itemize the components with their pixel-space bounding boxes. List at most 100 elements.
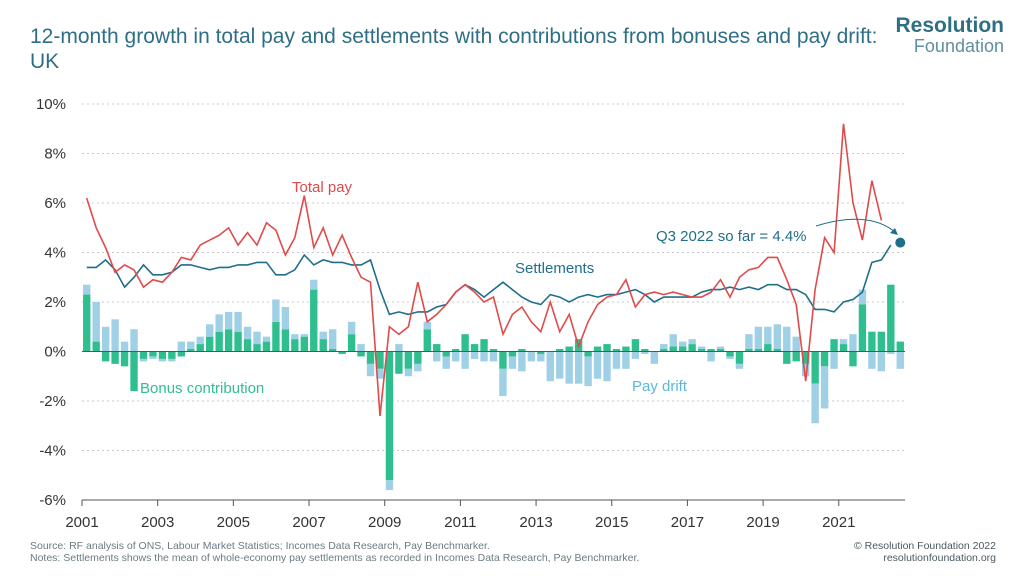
pay-drift-bar — [811, 383, 819, 424]
bonus-bar — [376, 351, 384, 369]
pay-drift-bar — [679, 341, 687, 347]
brand-name-line2: Foundation — [913, 36, 1004, 56]
bonus-bar — [764, 344, 772, 352]
pay-drift-bar — [783, 326, 791, 352]
bonus-bar — [896, 341, 904, 352]
bonus-bar — [669, 346, 677, 352]
x-axis: 2001 2003 2005 2007 2009 2011 2013 2015 2017 2019… — [65, 499, 905, 531]
pay-drift-bar — [868, 351, 876, 369]
pay-drift-bar — [111, 319, 119, 352]
pay-drift-bar — [603, 351, 611, 382]
pay-drift-bar — [385, 480, 394, 491]
bonus-bar — [442, 351, 450, 357]
pay-drift-bar — [896, 351, 904, 369]
y-tick-label: -4% — [39, 443, 66, 460]
bonus-bar — [300, 336, 308, 352]
pay-drift-bar — [92, 302, 100, 342]
x-tick-label: 2013 — [519, 514, 552, 531]
bonus-bar — [395, 351, 403, 374]
bonus-bar — [414, 351, 422, 364]
pay-drift-bar — [215, 314, 223, 332]
pay-drift-label: Pay drift — [632, 378, 688, 395]
footer-source: Source: RF analysis of ONS, Labour Marke… — [30, 540, 490, 552]
pay-drift-bar — [168, 358, 176, 362]
pay-drift-bar — [650, 351, 659, 364]
total-pay-label: Total pay — [292, 179, 353, 196]
bonus-bar — [839, 344, 848, 352]
pay-drift-bar — [272, 299, 280, 322]
callout-arrow — [815, 218, 896, 233]
bonus-bar — [319, 339, 327, 352]
bonus-bar — [792, 351, 800, 362]
bonus-bar — [480, 339, 488, 352]
callout-point — [895, 237, 906, 248]
bonus-bar — [310, 289, 318, 352]
pay-drift-bar — [291, 334, 299, 340]
pay-drift-bar — [660, 344, 668, 350]
bonus-bar — [556, 349, 564, 352]
bars — [83, 279, 904, 491]
pay-drift-bar — [206, 324, 214, 337]
pay-drift-bar — [196, 336, 204, 345]
x-tick-label: 2021 — [822, 514, 855, 531]
total-pay-line — [85, 123, 883, 416]
pay-drift-bar — [688, 339, 696, 345]
y-tick-label: -6% — [39, 492, 66, 509]
pay-drift-bar — [376, 368, 384, 379]
pay-drift-bar — [839, 339, 848, 345]
bonus-bar — [565, 346, 573, 352]
pay-drift-bar — [527, 351, 536, 362]
bonus-bar — [224, 329, 233, 352]
bonus-bar — [120, 351, 129, 367]
bonus-bar — [716, 349, 725, 352]
pay-drift-bar — [224, 311, 233, 330]
pay-drift-bar — [830, 351, 838, 369]
bonus-bar — [130, 351, 138, 392]
pay-drift-bar — [537, 353, 545, 362]
chart-title: 12-month growth in total pay and settlem… — [30, 25, 878, 73]
pay-drift-bar — [877, 351, 886, 372]
bonus-bar — [745, 349, 753, 352]
bonus-bar — [679, 346, 687, 352]
pay-drift-bar — [546, 351, 554, 382]
bonus-bar — [754, 349, 763, 352]
pay-drift-bar — [253, 331, 261, 345]
pay-drift-bar — [622, 351, 630, 369]
bonus-bar — [508, 351, 517, 357]
bonus-bar — [187, 349, 195, 352]
pay-drift-bar — [716, 346, 725, 350]
footer-copyright: © Resolution Foundation 2022 resolutionf… — [854, 540, 996, 564]
pay-drift-bar — [149, 356, 157, 359]
pay-drift-bar — [187, 341, 195, 350]
x-tick-label: 2011 — [444, 514, 476, 531]
bonus-bar — [206, 336, 214, 352]
pay-drift-bar — [234, 311, 242, 332]
pay-drift-bar — [433, 351, 441, 362]
pay-drift-bar — [281, 306, 290, 330]
bonus-bar — [877, 331, 886, 352]
bonus-bar — [735, 351, 744, 364]
pay-drift-bar — [641, 351, 649, 354]
bonus-bar — [328, 349, 337, 352]
footer-notes: Source: RF analysis of ONS, Labour Marke… — [30, 540, 639, 564]
callout-label: Q3 2022 so far = 4.4% — [656, 228, 807, 245]
pay-drift-bar — [347, 321, 356, 335]
pay-drift-bar — [177, 341, 186, 352]
y-tick-label: 0% — [44, 344, 66, 361]
website-url: resolutionfoundation.org — [883, 552, 996, 564]
bonus-bar — [139, 351, 148, 359]
bonus-bar — [593, 346, 602, 352]
pay-drift-bar — [792, 336, 800, 352]
bonus-bar — [707, 349, 715, 352]
bonus-bar — [357, 351, 365, 357]
pay-drift-bar — [697, 346, 706, 350]
pay-drift-bar — [574, 351, 583, 384]
bonus-bar — [489, 349, 498, 352]
pay-drift-bar — [310, 279, 318, 290]
y-tick-label: 4% — [44, 245, 66, 262]
bonus-bar — [631, 339, 640, 352]
y-tick-label: 2% — [44, 294, 66, 311]
bonus-bar — [697, 349, 706, 352]
bonus-bar — [830, 339, 838, 352]
